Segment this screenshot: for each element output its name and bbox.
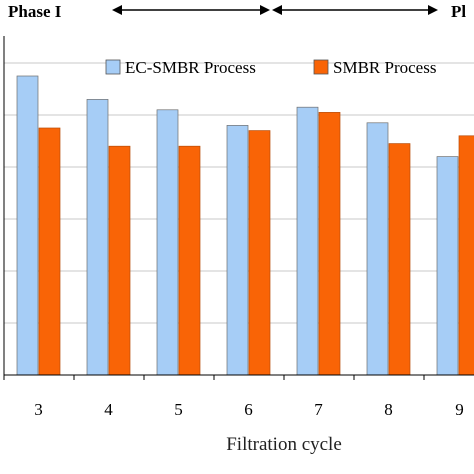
bar-ec-smbr-3 (16, 75, 39, 376)
x-tick-label-7: 7 (314, 400, 323, 419)
x-tick-label-6: 6 (244, 400, 253, 419)
legend-label-smbr: SMBR Process (333, 58, 436, 77)
phase-annotation: Phase I Pl (8, 2, 466, 21)
bar-smbr-5 (178, 145, 201, 376)
bars (16, 75, 474, 376)
bar-ec-smbr-9 (436, 156, 459, 376)
bar-smbr-3 (38, 127, 61, 376)
legend: EC-SMBR Process SMBR Process (105, 58, 436, 77)
x-tick-label-5: 5 (174, 400, 183, 419)
bar-ec-smbr-7 (296, 106, 319, 376)
bar-ec-smbr-4 (86, 99, 109, 376)
bar-smbr-6 (248, 130, 271, 376)
phase-2-label: Pl (451, 2, 466, 21)
phase-1-arrowhead-right (260, 5, 270, 15)
x-tick-labels: 3 4 5 6 7 8 9 (34, 400, 464, 419)
x-tick-label-8: 8 (384, 400, 393, 419)
x-ticks (3, 375, 425, 380)
bar-smbr-8 (388, 143, 411, 376)
bar-smbr-4 (108, 145, 131, 376)
phase-1-label: Phase I (8, 2, 62, 21)
phase-1-arrowhead-left (112, 5, 122, 15)
x-tick-label-4: 4 (104, 400, 113, 419)
bar-ec-smbr-5 (156, 109, 179, 376)
legend-swatch-ec-smbr (105, 59, 121, 75)
x-tick-label-9: 9 (455, 400, 464, 419)
x-axis-title: Filtration cycle (226, 434, 342, 455)
bar-smbr-9 (458, 135, 474, 376)
x-tick-label-3: 3 (34, 400, 43, 419)
bar-ec-smbr-8 (366, 122, 389, 376)
bar-smbr-7 (318, 112, 341, 376)
legend-swatch-smbr (313, 59, 329, 75)
phase-2-arrowhead-right (428, 5, 438, 15)
phase-2-arrowhead-left (272, 5, 282, 15)
legend-label-ec-smbr: EC-SMBR Process (125, 58, 256, 77)
bar-ec-smbr-6 (226, 125, 249, 376)
